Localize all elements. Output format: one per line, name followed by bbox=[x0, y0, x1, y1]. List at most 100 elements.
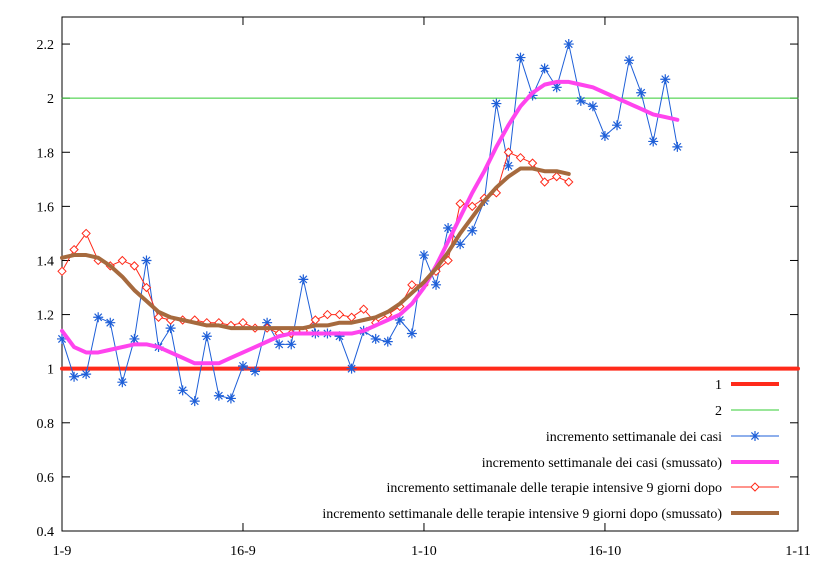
x-tick-label: 1-9 bbox=[53, 544, 72, 559]
legend-item: 2 bbox=[715, 404, 779, 419]
legend-label: incremento settimanale delle terapie int… bbox=[322, 507, 722, 522]
y-tick-label: 1.6 bbox=[37, 200, 55, 215]
y-tick-label: 1 bbox=[47, 363, 54, 378]
data-point-asterisk bbox=[672, 141, 683, 152]
data-point-diamond bbox=[129, 261, 140, 271]
data-point-diamond bbox=[551, 171, 562, 182]
data-point-diamond bbox=[69, 244, 79, 255]
legend-item: incremento settimanale dei casi bbox=[546, 430, 779, 445]
data-point-diamond bbox=[527, 158, 538, 168]
y-tick-label: 1.2 bbox=[37, 309, 55, 324]
data-point-asterisk bbox=[491, 98, 502, 109]
y-tick-label: 0.6 bbox=[37, 471, 55, 486]
data-point-asterisk bbox=[503, 160, 514, 171]
x-tick-label: 16-10 bbox=[589, 544, 622, 559]
data-point-asterisk bbox=[298, 274, 309, 285]
data-point-asterisk bbox=[105, 317, 116, 328]
data-point-diamond bbox=[467, 201, 477, 212]
series-line bbox=[61, 151, 570, 335]
data-point-asterisk bbox=[213, 390, 224, 401]
data-point-diamond bbox=[81, 228, 91, 239]
data-point-asterisk bbox=[274, 339, 285, 350]
data-point-asterisk bbox=[612, 120, 623, 131]
data-point-asterisk bbox=[431, 279, 442, 290]
data-point-asterisk bbox=[394, 314, 405, 325]
data-point-asterisk bbox=[250, 366, 261, 377]
legend-label: incremento settimanale delle terapie int… bbox=[386, 481, 722, 496]
data-point-asterisk bbox=[346, 363, 357, 374]
data-point-asterisk bbox=[117, 377, 128, 388]
data-point-asterisk bbox=[165, 323, 176, 334]
series-6 bbox=[60, 166, 571, 331]
x-tick-label: 1-10 bbox=[411, 544, 437, 559]
data-point-asterisk bbox=[551, 82, 562, 93]
y-tick-label: 1.8 bbox=[37, 146, 55, 161]
legend: 1 2 incremento settimanale dei casi increme… bbox=[322, 378, 779, 522]
data-point-diamond bbox=[322, 309, 333, 320]
data-point-diamond bbox=[358, 304, 369, 314]
data-point-diamond bbox=[238, 317, 248, 328]
data-point-asterisk bbox=[406, 328, 417, 339]
data-point-diamond bbox=[539, 177, 550, 187]
data-point-asterisk bbox=[129, 333, 140, 344]
legend-item: incremento settimanale delle terapie int… bbox=[322, 507, 779, 522]
data-point-asterisk bbox=[443, 223, 454, 234]
data-point-asterisk bbox=[201, 331, 212, 342]
data-point-asterisk bbox=[467, 225, 478, 236]
legend-item: incremento settimanale dei casi (smussat… bbox=[482, 456, 779, 471]
x-tick-label: 16-9 bbox=[230, 544, 256, 559]
legend-item: 1 bbox=[715, 378, 779, 393]
legend-label: 1 bbox=[715, 378, 722, 393]
data-point-diamond bbox=[334, 309, 345, 320]
data-point-diamond bbox=[503, 147, 514, 157]
data-point-asterisk bbox=[237, 360, 248, 371]
series-3 bbox=[57, 39, 683, 407]
legend-marker-diamond bbox=[750, 482, 760, 492]
data-point-asterisk bbox=[599, 131, 610, 142]
series-layer bbox=[57, 39, 800, 407]
data-point-diamond bbox=[153, 312, 164, 322]
data-point-asterisk bbox=[636, 87, 647, 98]
data-point-asterisk bbox=[515, 52, 526, 63]
data-point-asterisk bbox=[93, 312, 104, 323]
data-point-asterisk bbox=[225, 393, 236, 404]
data-point-asterisk bbox=[539, 63, 550, 74]
data-point-asterisk bbox=[587, 101, 598, 112]
x-axis: 1-9 16-9 1-10 16-10 1-11 bbox=[53, 17, 811, 559]
y-tick-label: 2 bbox=[47, 92, 54, 107]
y-tick-label: 0.8 bbox=[37, 417, 55, 432]
series-line bbox=[60, 79, 680, 366]
data-point-asterisk bbox=[660, 74, 671, 85]
legend-label: incremento settimanale dei casi (smussat… bbox=[482, 456, 723, 471]
data-point-diamond bbox=[564, 177, 574, 187]
legend-label: 2 bbox=[715, 404, 722, 419]
y-tick-label: 0.4 bbox=[37, 525, 55, 540]
data-point-asterisk bbox=[57, 333, 67, 344]
data-point-diamond bbox=[141, 282, 152, 293]
data-point-asterisk bbox=[624, 55, 635, 66]
data-point-asterisk bbox=[177, 385, 188, 396]
series-4 bbox=[60, 79, 680, 366]
legend-item: incremento settimanale delle terapie int… bbox=[386, 481, 779, 496]
data-point-asterisk bbox=[418, 250, 429, 261]
data-point-asterisk bbox=[69, 371, 80, 382]
data-point-asterisk bbox=[575, 95, 586, 106]
data-point-asterisk bbox=[370, 333, 381, 344]
data-point-asterisk bbox=[563, 39, 574, 50]
data-point-diamond bbox=[57, 266, 67, 277]
y-tick-label: 2.2 bbox=[37, 38, 55, 53]
data-point-asterisk bbox=[382, 336, 393, 347]
x-tick-label: 1-11 bbox=[785, 544, 810, 559]
series-line bbox=[61, 43, 678, 402]
data-point-diamond bbox=[515, 152, 526, 163]
series-5 bbox=[57, 147, 574, 339]
legend-marker-asterisk bbox=[750, 431, 760, 441]
series-line bbox=[60, 166, 571, 331]
data-point-diamond bbox=[117, 255, 128, 266]
data-point-asterisk bbox=[81, 369, 92, 380]
data-point-asterisk bbox=[189, 396, 200, 407]
data-point-diamond bbox=[455, 198, 465, 209]
y-tick-label: 1.4 bbox=[37, 254, 55, 269]
data-point-diamond bbox=[407, 280, 417, 290]
